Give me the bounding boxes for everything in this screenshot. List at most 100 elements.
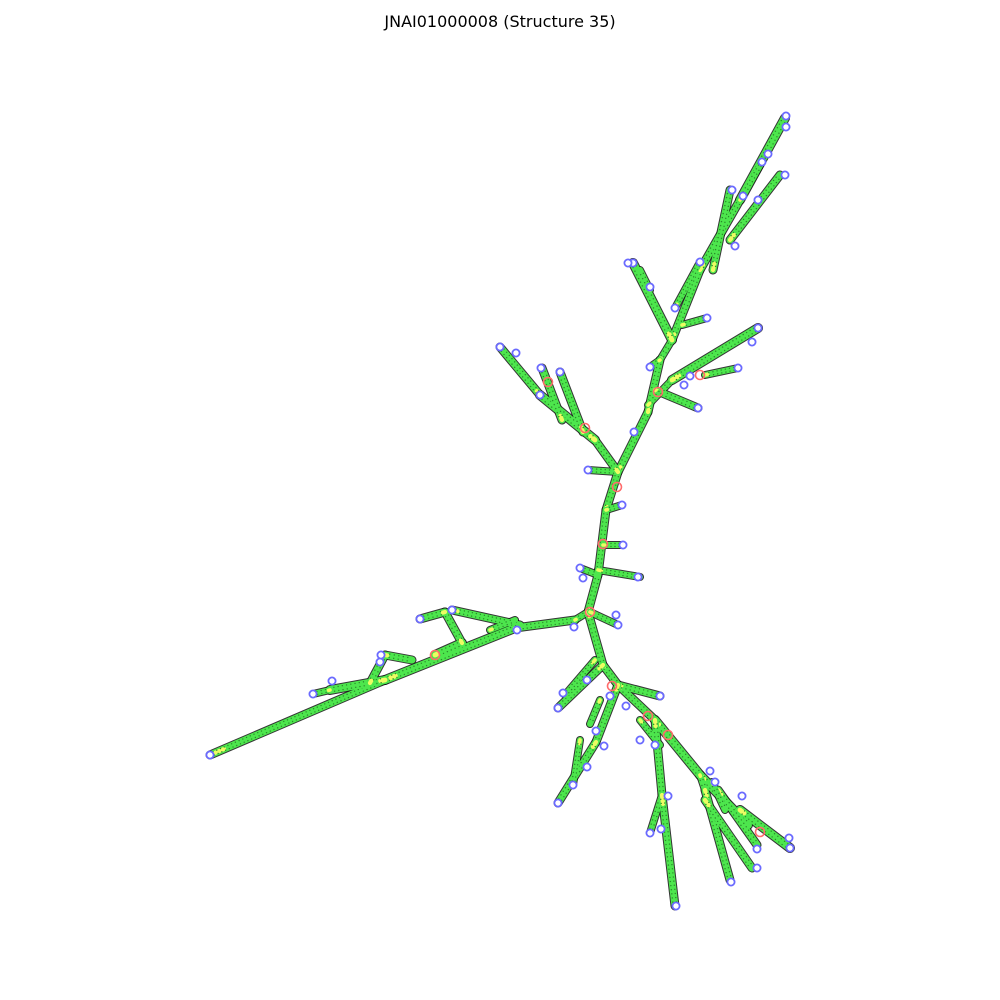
base-pair-dot — [770, 830, 772, 832]
base-pair-dot — [321, 692, 323, 695]
base-pair-dot — [721, 346, 724, 348]
base-pair-dot — [562, 700, 564, 702]
base-pair-dot — [598, 549, 600, 552]
base-pair-dot — [645, 292, 647, 294]
base-pair-dot — [755, 207, 758, 210]
base-pair-dot — [529, 385, 532, 388]
base-pair-dot — [570, 405, 573, 408]
base-pair-dot — [554, 623, 556, 626]
base-pair-dot — [612, 479, 615, 481]
base-pair-dot — [687, 756, 690, 759]
base-pair-dot — [682, 316, 684, 319]
base-pair-dot — [698, 321, 700, 323]
base-pair-dot — [463, 649, 465, 652]
unpaired-segment — [573, 617, 578, 622]
base-pair-dot — [614, 545, 616, 548]
base-pair-dot — [572, 419, 575, 421]
base-pair-dot — [450, 618, 452, 620]
hairpin-loop — [511, 348, 521, 358]
stem-helix — [709, 779, 728, 813]
base-pair-dot — [730, 217, 733, 220]
base-pair-dot — [751, 175, 753, 178]
interior-loop — [611, 481, 623, 493]
base-pair-dot — [660, 764, 662, 767]
hairpin-loop — [726, 877, 736, 887]
base-pair-dot — [505, 351, 508, 353]
stem-helix — [381, 651, 416, 664]
hairpin-loop — [447, 605, 457, 615]
base-pair-dot — [734, 210, 737, 213]
base-pair-dot — [573, 685, 576, 688]
hairpin-loop — [375, 657, 385, 667]
base-pair-dot — [351, 695, 353, 697]
base-pair-dot — [454, 647, 456, 649]
base-pair-dot — [657, 375, 659, 378]
base-pair-dot — [649, 394, 651, 397]
base-pair-dot — [506, 624, 508, 626]
base-pair-dot — [643, 281, 646, 284]
hairpin-loop — [747, 337, 757, 347]
base-pair-dot — [651, 819, 654, 821]
base-pair-dot — [547, 387, 549, 390]
base-pair-dot — [713, 252, 716, 255]
base-pair-dot — [626, 448, 629, 450]
base-pair-dot — [576, 677, 579, 679]
base-pair-dot — [516, 369, 519, 372]
base-pair-dot — [627, 691, 630, 694]
base-pair-dot — [589, 674, 591, 676]
base-pair-dot — [416, 664, 419, 666]
base-pair-dot — [575, 751, 578, 753]
base-pair-dot — [732, 814, 735, 816]
base-pair-dot — [592, 599, 594, 601]
base-pair-dot — [727, 347, 729, 350]
base-pair-dot — [616, 679, 618, 682]
base-pair-dot — [739, 335, 741, 338]
base-pair-dot — [747, 834, 749, 837]
base-pair-dot — [741, 813, 743, 815]
base-pair-dot — [436, 615, 438, 617]
stem-helix — [381, 624, 519, 684]
base-pair-dot — [610, 678, 613, 681]
base-pair-dot — [447, 619, 449, 622]
base-pair-dot — [595, 736, 597, 739]
base-pair-dot — [492, 626, 495, 628]
base-pair-dot — [731, 835, 733, 838]
stem-helix — [585, 467, 621, 475]
base-pair-dot — [660, 730, 663, 732]
base-pair-dot — [586, 435, 588, 437]
stem-helix — [658, 791, 679, 910]
base-pair-dot — [630, 440, 633, 442]
base-pair-dot — [608, 456, 610, 458]
base-pair-dot — [538, 622, 540, 624]
base-pair-dot — [766, 144, 769, 147]
base-pair-dot — [724, 368, 727, 370]
base-pair-dot — [596, 565, 598, 568]
base-pair-dot — [718, 348, 720, 350]
base-pair-dot — [654, 399, 656, 401]
base-pair-dot — [713, 828, 715, 831]
base-pair-dot — [716, 788, 718, 791]
base-pair-dot — [661, 781, 664, 784]
base-pair-dot — [770, 182, 772, 185]
base-pair-dot — [321, 708, 324, 710]
base-pair-dot — [595, 468, 598, 470]
base-pair-dot — [573, 694, 575, 696]
base-pair-dot — [694, 363, 696, 365]
base-pair-dot — [757, 820, 759, 822]
base-pair-dot — [719, 818, 722, 821]
base-pair-dot — [768, 833, 770, 836]
base-pair-dot — [740, 849, 743, 851]
hairpin-loop — [575, 563, 585, 573]
base-pair-dot — [664, 839, 667, 842]
base-pair-dot — [735, 233, 738, 236]
base-pair-dot — [710, 805, 712, 807]
base-pair-dot — [506, 628, 508, 630]
base-pair-dot — [595, 711, 598, 714]
base-pair-dot — [701, 358, 703, 361]
base-pair-dot — [661, 777, 663, 779]
base-pair-dot — [485, 641, 487, 643]
base-pair-dot — [675, 896, 677, 899]
base-pair-dot — [684, 285, 686, 287]
stem-layer — [206, 114, 794, 910]
base-pair-dot — [567, 699, 569, 702]
